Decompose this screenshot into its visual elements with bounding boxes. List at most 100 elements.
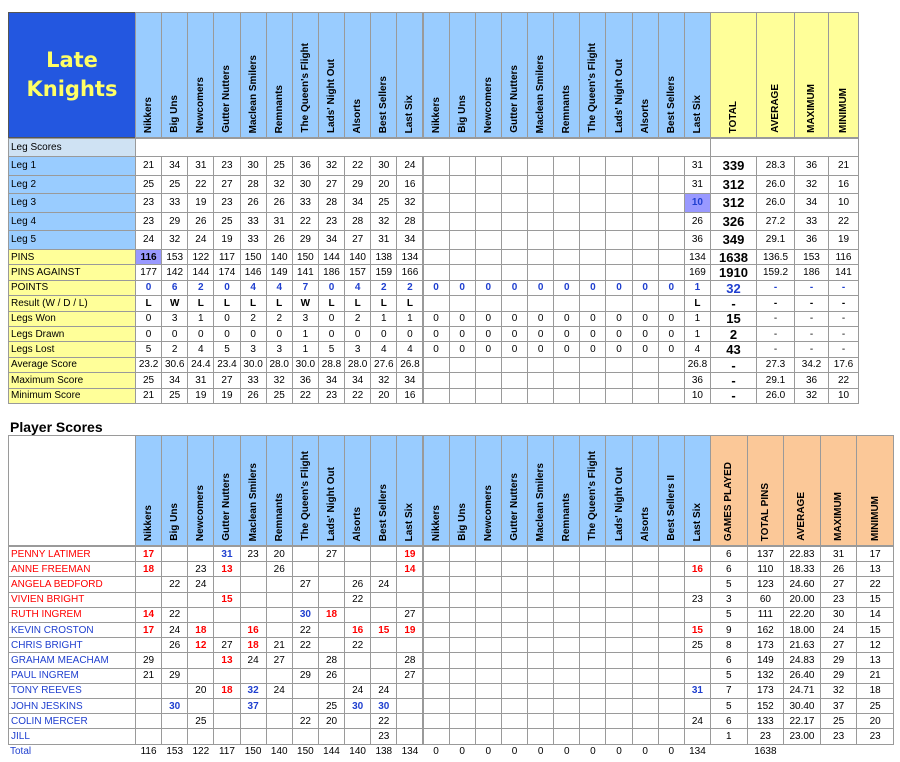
player-cell	[344, 561, 372, 578]
column-header: Newcomers	[474, 435, 502, 546]
player-cell: 30	[819, 606, 858, 623]
table-cell: 23	[135, 211, 163, 231]
table-cell: 159	[370, 264, 398, 281]
player-cell: 149	[746, 652, 785, 669]
player-cell: 24	[265, 682, 293, 699]
player-cell: 60	[746, 591, 785, 608]
table-cell: 34	[317, 230, 346, 250]
table-cell: 0	[265, 326, 293, 343]
table-cell: 2	[710, 326, 757, 343]
player-cell: 18	[856, 682, 894, 699]
table-cell: -	[794, 279, 829, 297]
row-label: POINTS	[8, 279, 136, 297]
table-cell: 3	[265, 341, 293, 358]
player-cell	[291, 728, 319, 745]
table-cell: 0	[605, 279, 633, 297]
player-cell	[291, 546, 319, 563]
player-cell: 37	[819, 698, 858, 715]
table-cell: 33	[239, 372, 267, 389]
player-cell	[422, 652, 450, 669]
player-cell	[553, 667, 581, 684]
player-cell: 22	[370, 713, 398, 730]
table-cell	[474, 211, 502, 231]
table-cell: 29.1	[756, 230, 795, 250]
player-cell: 22	[291, 622, 319, 639]
column-header-text: Newcomers	[195, 484, 207, 541]
player-cell	[370, 606, 398, 623]
table-cell: 4	[370, 341, 398, 358]
player-cell: 23	[239, 546, 267, 563]
table-cell: 29	[291, 230, 319, 250]
column-header: Remnants	[265, 12, 293, 138]
table-cell: 0	[631, 341, 659, 358]
table-cell: 32	[265, 372, 293, 389]
player-cell	[213, 576, 241, 593]
player-cell	[500, 713, 529, 730]
table-cell	[422, 264, 450, 281]
player-cell: 29	[161, 667, 189, 684]
player-cell	[605, 637, 633, 654]
player-cell	[448, 622, 476, 639]
table-cell: L	[396, 295, 424, 312]
table-cell: 6	[161, 279, 189, 297]
table-cell: 27	[344, 230, 372, 250]
table-cell	[422, 295, 450, 312]
table-cell: 43	[710, 341, 757, 358]
player-cell: 26.40	[783, 667, 821, 684]
table-cell: 140	[344, 249, 372, 266]
player-cell: 5	[710, 576, 748, 593]
player-cell: 24	[370, 576, 398, 593]
table-cell: 149	[265, 264, 293, 281]
player-cell: 18	[213, 682, 241, 699]
table-cell: 34	[396, 230, 424, 250]
table-cell	[500, 230, 529, 250]
player-cell	[239, 606, 267, 623]
table-cell: 0	[239, 326, 267, 343]
table-cell	[605, 156, 633, 176]
table-cell	[422, 211, 450, 231]
column-header-text: Newcomers	[195, 76, 207, 133]
table-cell: 36	[683, 230, 711, 250]
player-cell	[527, 606, 555, 623]
player-name: PENNY LATIMER	[8, 546, 136, 563]
table-cell: 34	[317, 372, 346, 389]
section-row	[710, 138, 859, 157]
player-cell	[683, 667, 711, 684]
player-cell: 23	[683, 591, 711, 608]
player-cell	[631, 698, 659, 715]
table-cell: 32	[794, 174, 829, 194]
table-cell: 26	[265, 230, 293, 250]
table-cell	[448, 249, 476, 266]
table-cell: 1	[683, 326, 711, 343]
player-cell: 25	[819, 713, 858, 730]
player-cell	[657, 728, 685, 745]
player-cell: 21.63	[783, 637, 821, 654]
player-cell	[527, 713, 555, 730]
table-cell: 166	[396, 264, 424, 281]
table-cell: 0	[448, 326, 476, 343]
player-cell: 133	[746, 713, 785, 730]
player-cell	[213, 728, 241, 745]
row-label: Result (W / D / L)	[8, 295, 136, 312]
column-header-text: Gutter Nutters	[221, 65, 233, 133]
table-cell	[553, 295, 581, 312]
player-cell: 29	[819, 667, 858, 684]
table-cell	[605, 211, 633, 231]
table-cell: 23.4	[213, 356, 241, 374]
row-label: Average Score	[8, 356, 136, 374]
player-cell	[422, 698, 450, 715]
table-cell: 0	[527, 326, 555, 343]
table-cell: 36	[794, 156, 829, 176]
table-cell: 24	[396, 156, 424, 176]
table-cell	[579, 211, 607, 231]
player-cell: 5	[710, 667, 748, 684]
table-cell	[500, 211, 529, 231]
player-cell	[448, 606, 476, 623]
table-cell: 136.5	[756, 249, 795, 266]
player-cell: 18	[187, 622, 215, 639]
player-cell: 20.00	[783, 591, 821, 608]
player-cell: 27	[396, 667, 424, 684]
player-cell: 30.40	[783, 698, 821, 715]
total-cell: 150	[244, 746, 262, 758]
player-cell	[396, 576, 424, 593]
